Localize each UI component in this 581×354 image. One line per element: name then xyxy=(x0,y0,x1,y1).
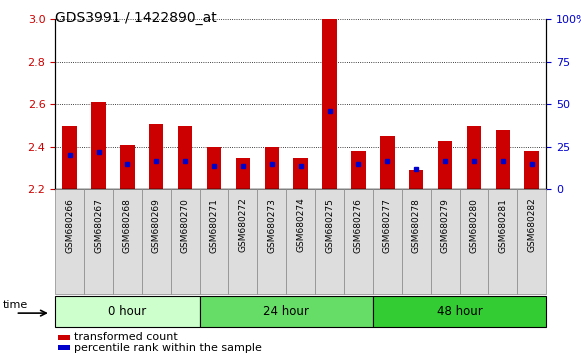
Bar xyxy=(431,189,460,294)
Text: GSM680266: GSM680266 xyxy=(65,198,74,253)
Text: GSM680282: GSM680282 xyxy=(527,198,536,252)
Text: GSM680281: GSM680281 xyxy=(498,198,507,253)
Text: GSM680277: GSM680277 xyxy=(383,198,392,253)
Text: 24 hour: 24 hour xyxy=(263,305,309,318)
Bar xyxy=(55,296,200,327)
Text: GSM680275: GSM680275 xyxy=(325,198,334,253)
Bar xyxy=(438,141,452,189)
Bar xyxy=(200,296,373,327)
Bar xyxy=(286,189,315,294)
Text: GSM680267: GSM680267 xyxy=(94,198,103,253)
Bar xyxy=(322,19,337,189)
Text: GSM680268: GSM680268 xyxy=(123,198,132,253)
Text: 48 hour: 48 hour xyxy=(437,305,482,318)
Bar xyxy=(84,189,113,294)
Bar xyxy=(149,124,163,189)
Bar xyxy=(171,189,200,294)
Text: percentile rank within the sample: percentile rank within the sample xyxy=(74,343,261,353)
Text: GSM680271: GSM680271 xyxy=(210,198,218,253)
Text: GSM680280: GSM680280 xyxy=(469,198,478,253)
Text: GSM680270: GSM680270 xyxy=(181,198,189,253)
Bar xyxy=(517,189,546,294)
Bar xyxy=(373,189,401,294)
Bar xyxy=(207,147,221,189)
Bar xyxy=(380,136,394,189)
Bar xyxy=(62,126,77,189)
Bar xyxy=(228,189,257,294)
Text: GSM680276: GSM680276 xyxy=(354,198,363,253)
Bar xyxy=(467,126,481,189)
Bar xyxy=(409,170,424,189)
Bar xyxy=(200,189,228,294)
Bar xyxy=(178,126,192,189)
Bar xyxy=(142,189,171,294)
Bar xyxy=(257,189,286,294)
Bar xyxy=(525,151,539,189)
Text: GSM680273: GSM680273 xyxy=(267,198,277,253)
Bar xyxy=(460,189,489,294)
Text: GDS3991 / 1422890_at: GDS3991 / 1422890_at xyxy=(55,11,217,25)
Text: GSM680278: GSM680278 xyxy=(412,198,421,253)
Bar xyxy=(91,102,106,189)
Bar xyxy=(236,158,250,189)
Bar xyxy=(496,130,510,189)
Text: GSM680269: GSM680269 xyxy=(152,198,161,253)
Bar xyxy=(489,189,517,294)
Text: 0 hour: 0 hour xyxy=(108,305,146,318)
Text: time: time xyxy=(3,299,28,309)
Bar xyxy=(58,335,70,340)
Text: GSM680279: GSM680279 xyxy=(440,198,450,253)
Bar xyxy=(113,189,142,294)
Bar xyxy=(401,189,431,294)
Bar xyxy=(373,296,546,327)
Text: transformed count: transformed count xyxy=(74,332,178,342)
Bar xyxy=(120,145,135,189)
Text: GSM680274: GSM680274 xyxy=(296,198,305,252)
Bar xyxy=(55,189,84,294)
Bar xyxy=(315,189,344,294)
Bar xyxy=(264,147,279,189)
Text: GSM680272: GSM680272 xyxy=(238,198,248,252)
Bar xyxy=(293,158,308,189)
Bar xyxy=(351,151,365,189)
Bar xyxy=(58,345,70,350)
Bar xyxy=(344,189,373,294)
